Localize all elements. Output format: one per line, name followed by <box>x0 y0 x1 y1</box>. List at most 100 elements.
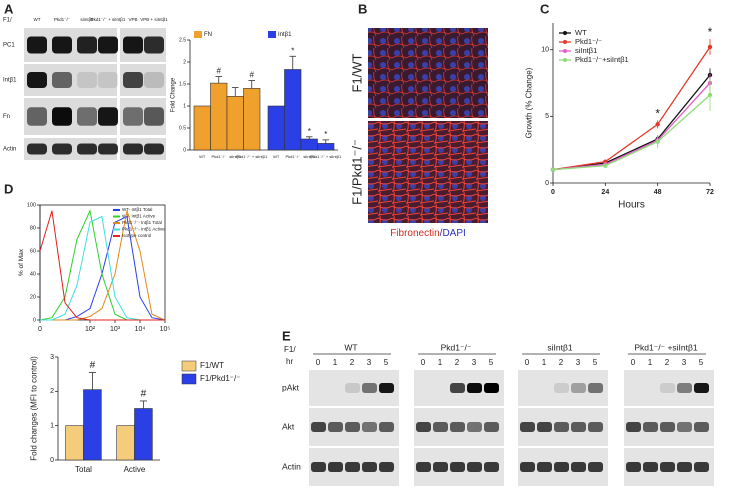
y-tick-label: 2.5 <box>179 37 186 43</box>
y-axis-title: Fold changes (MFI to control) <box>29 356 38 461</box>
y-tick-label: 100 <box>27 202 36 208</box>
y-axis-title: Fold Change <box>171 77 177 112</box>
y-axis-title: Growth (% Change) <box>524 67 533 138</box>
blot-band <box>588 462 603 472</box>
blot-band <box>588 383 603 393</box>
x-axis-title: Hours <box>618 200 645 211</box>
x-tick-label: 10⁴ <box>135 326 146 333</box>
histogram-line <box>39 210 165 321</box>
x-tick-label: 72 <box>706 189 714 196</box>
x-tick-label: 10³ <box>110 326 121 333</box>
bar <box>193 105 211 151</box>
hour-label: 5 <box>489 358 494 367</box>
row-label: PC1 <box>3 43 15 49</box>
panel-label: B <box>358 1 367 16</box>
bar <box>134 408 153 461</box>
legend-marker <box>563 58 567 62</box>
blot-band <box>144 143 164 155</box>
blot-band <box>554 422 569 432</box>
counterstain-label: /DAPI <box>440 228 466 239</box>
y-tick-label: 1 <box>50 423 54 430</box>
legend-label: F1/WT <box>200 361 224 370</box>
y-tick-label: 20 <box>30 294 36 300</box>
y-tick-label: 0 <box>50 457 54 464</box>
blot-band <box>677 462 692 472</box>
blot-band <box>345 422 360 432</box>
x-tick-label: 10² <box>85 326 96 333</box>
x-tick-label: Pkd1⁻/⁻ <box>286 154 300 159</box>
blot-band <box>660 383 675 393</box>
x-tick-label: Pkd1⁻/⁻ <box>212 154 226 159</box>
point <box>707 92 713 98</box>
blot-band <box>520 383 535 393</box>
y-tick-label: 80 <box>30 225 36 231</box>
hour-label: 0 <box>316 358 321 367</box>
group-label: WT <box>344 342 357 352</box>
y-tick-label: 0 <box>545 180 549 187</box>
blot-band <box>433 383 448 393</box>
bar <box>267 105 285 151</box>
hour-label: 5 <box>384 358 389 367</box>
point <box>655 122 660 127</box>
panel-label: E <box>282 328 291 343</box>
blot-band <box>27 143 47 155</box>
blot-band <box>52 107 72 126</box>
significance-marker: # <box>141 389 147 400</box>
significance-marker: * <box>655 107 660 121</box>
blot-band <box>537 383 552 393</box>
legend-swatch <box>181 373 197 385</box>
blot-band <box>379 383 394 393</box>
hour-label: 1 <box>333 358 338 367</box>
hour-label: 0 <box>421 358 426 367</box>
x-tick-label: WT <box>273 154 280 159</box>
blot-band <box>362 462 377 472</box>
legend-swatch <box>181 360 197 372</box>
blot-band <box>311 462 326 472</box>
y-tick-label: 2 <box>183 59 186 65</box>
blot-band <box>467 422 482 432</box>
x-tick-label: Pkd1⁻/⁻ + siIntβ1 <box>236 154 268 159</box>
hour-label: 2 <box>559 358 564 367</box>
legend-label: Pkd1⁻/⁻- Intβ1 Active <box>122 227 165 232</box>
lane-label: Pkd1⁻/⁻ <box>54 17 71 22</box>
row-label: Actin <box>282 461 301 471</box>
panel-label: A <box>4 1 14 16</box>
row-label: Fn <box>3 114 10 120</box>
blot-band <box>484 422 499 432</box>
blot-band <box>77 143 97 155</box>
blot-band <box>52 36 72 54</box>
legend-marker <box>563 31 567 35</box>
blot-band <box>77 72 97 88</box>
significance-marker: * <box>324 130 327 139</box>
y-tick-label: 60 <box>30 248 36 254</box>
image-row-label: F1/Pkd1⁻/⁻ <box>349 139 364 205</box>
significance-marker: * <box>291 46 294 55</box>
blot-band <box>571 383 586 393</box>
legend-label: WT <box>575 28 587 37</box>
significance-marker: * <box>308 127 311 136</box>
stain-label: Fibronectin <box>390 228 439 239</box>
blot-prefix: F1/ <box>284 345 296 354</box>
blot-band <box>484 462 499 472</box>
blot-band <box>677 383 692 393</box>
legend-label: Pkd1⁻/⁻+siIntβ1 <box>575 55 629 64</box>
blot-band <box>450 383 465 393</box>
hour-label: 0 <box>631 358 636 367</box>
hour-label: 2 <box>350 358 355 367</box>
blot-hr: hr <box>286 357 293 366</box>
hour-label: 5 <box>699 358 704 367</box>
image-row-label: F1/WT <box>349 53 364 92</box>
bar <box>317 143 335 151</box>
blot-band <box>626 383 641 393</box>
blot-band <box>433 462 448 472</box>
hour-label: 2 <box>665 358 670 367</box>
blot-band <box>311 422 326 432</box>
blot-band <box>588 422 603 432</box>
blot-band <box>626 422 641 432</box>
bar <box>284 69 302 151</box>
blot-band <box>328 462 343 472</box>
lane-label: VPB <box>128 17 137 22</box>
legend-label: FN <box>204 32 212 38</box>
lane-label: siIntβ1 <box>80 17 94 22</box>
hour-label: 5 <box>593 358 598 367</box>
